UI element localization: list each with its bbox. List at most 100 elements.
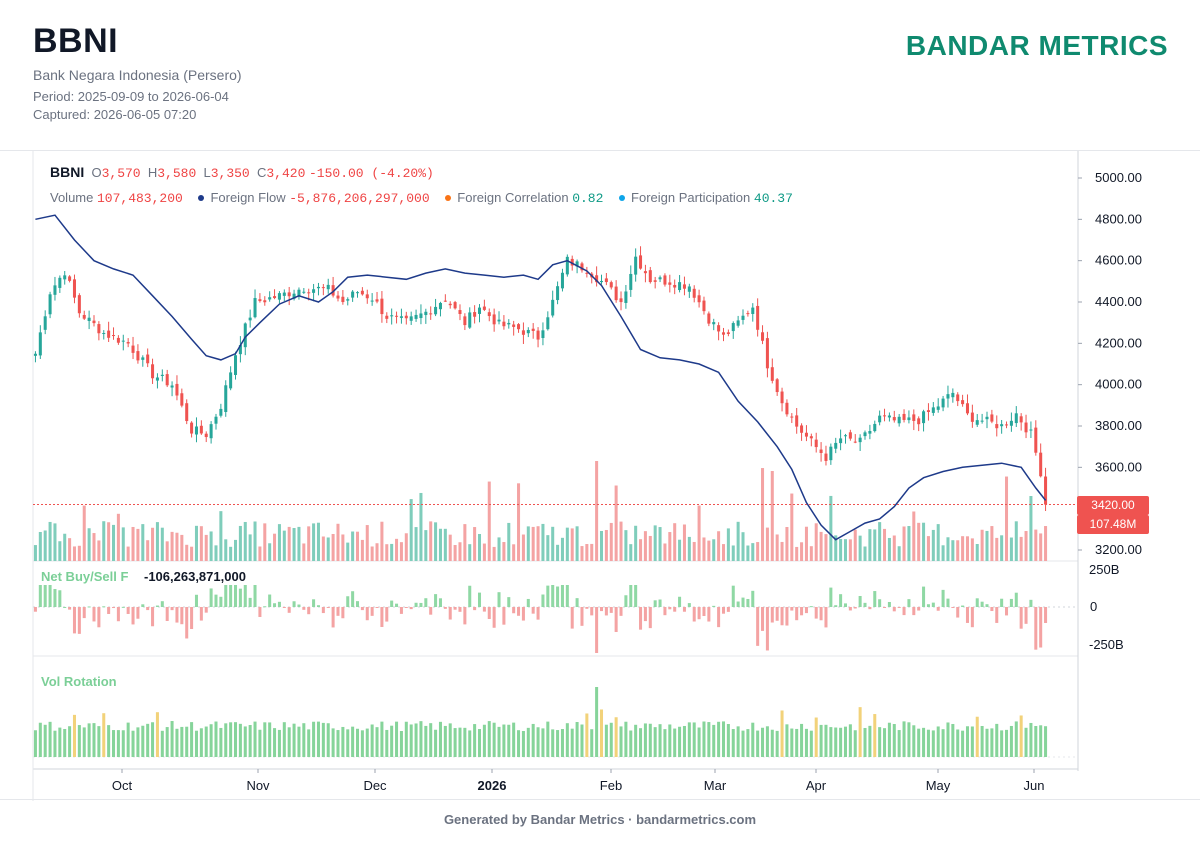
vol-rotation-bar: [585, 713, 589, 757]
candle-body: [624, 291, 628, 303]
vol-rotation-bar: [770, 729, 774, 757]
volume-bar: [512, 544, 516, 561]
volume-bar: [917, 522, 921, 561]
candle-body: [72, 279, 76, 298]
volume-bar: [526, 526, 530, 561]
vol-rotation-bar: [663, 729, 667, 757]
candle-body: [263, 300, 267, 303]
volume-bar: [751, 543, 755, 561]
net-buy-sell-bar: [268, 594, 272, 607]
candle-body: [307, 292, 311, 294]
net-buy-sell-bar: [858, 595, 862, 607]
candle-body: [258, 299, 262, 302]
vol-rotation-bar: [765, 726, 769, 757]
candle-body: [473, 312, 477, 317]
vol-rotation-bar: [756, 730, 760, 757]
net-buy-sell-bar: [556, 586, 560, 607]
volume-bar: [717, 531, 721, 561]
net-buy-sell-bar: [453, 607, 457, 610]
footer-credit: Generated by Bandar Metrics · bandarmetr…: [443, 812, 757, 827]
net-buy-sell-bar: [229, 585, 233, 607]
net-buy-sell-bar: [648, 607, 652, 629]
volume-bar: [380, 521, 384, 561]
candle-body: [126, 342, 130, 344]
vol-rotation-bar: [668, 724, 672, 757]
net-buy-sell-bar: [809, 606, 813, 608]
net-buy-sell-bar: [238, 588, 242, 607]
volume-bar: [858, 535, 862, 561]
net-buy-sell-bar: [360, 607, 364, 611]
vol-rotation-bar: [102, 713, 106, 757]
vol-rotation-bar: [609, 722, 613, 757]
candle-body: [121, 340, 125, 342]
vol-rotation-bar: [1009, 725, 1013, 757]
candle-body: [214, 416, 218, 424]
net-buy-sell-bar: [551, 585, 555, 607]
vol-rotation-bar: [746, 729, 750, 757]
net-buy-sell-bar: [43, 585, 47, 607]
net-buy-sell-bar: [116, 607, 120, 622]
volume-bar: [517, 483, 521, 561]
net-buy-sell-bar: [424, 598, 428, 607]
net-buy-sell-bar: [72, 607, 76, 634]
vol-rotation-bar: [868, 725, 872, 757]
vol-rotation-bar: [116, 730, 120, 757]
volume-bar: [868, 529, 872, 561]
net-buy-sell-bar: [312, 599, 316, 607]
vol-rotation-bar: [629, 730, 633, 757]
volume-bar: [556, 544, 560, 561]
candle-body: [975, 420, 979, 425]
volume-bar: [1039, 533, 1043, 561]
volume-bar: [814, 523, 818, 561]
candle-body: [907, 417, 911, 421]
volume-bar: [102, 521, 106, 561]
price-chart[interactable]: 5000.00 4800.00 4600.00 4400.00 4200.00 4000.…: [0, 151, 1200, 801]
time-axis-label: Mar: [704, 778, 727, 793]
candle-body: [380, 298, 384, 315]
grid-lines: [32, 151, 1078, 801]
candle-body: [302, 291, 306, 293]
candle-body: [92, 320, 96, 324]
vol-rotation-bar: [360, 730, 364, 757]
vol-rotation-bar: [316, 721, 320, 757]
chart-frame[interactable]: 5000.00 4800.00 4600.00 4400.00 4200.00 4000.…: [0, 150, 1200, 801]
volume-bar: [302, 543, 306, 561]
price-tick-label: 3600.00: [1095, 459, 1142, 474]
candle-body: [438, 302, 442, 310]
candle-body: [980, 420, 984, 422]
candle-body: [619, 298, 623, 303]
net-buy-sell-value: -106,263,871,000: [144, 569, 246, 584]
net-buy-sell-bar: [585, 607, 589, 609]
candle-body: [424, 311, 428, 316]
volume-bar: [575, 526, 579, 561]
volume-bar: [136, 528, 140, 561]
vol-rotation-bar: [487, 721, 491, 757]
candle-body: [107, 330, 111, 338]
vol-rotation-bar: [560, 729, 564, 757]
vol-rotation-bar: [658, 724, 662, 757]
volume-bar: [458, 542, 462, 561]
net-buy-sell-bar: [326, 607, 330, 608]
net-buy-sell-bar: [92, 607, 96, 622]
candle-body: [131, 345, 135, 353]
net-buy-sell-bar: [180, 607, 184, 625]
vol-rotation-bar: [307, 729, 311, 757]
vol-rotation-bar: [829, 727, 833, 757]
volume-bar: [1029, 496, 1033, 561]
vol-rotation-bar: [687, 722, 691, 757]
net-buy-sell-label: Net Buy/Sell F: [41, 569, 129, 584]
brand-logo: BANDAR METRICS: [905, 30, 1168, 61]
candle-body: [82, 314, 86, 319]
candle-body: [995, 424, 999, 429]
net-buy-sell-bar: [287, 607, 291, 613]
net-buy-sell-bar: [248, 597, 252, 607]
vol-rotation-bar: [839, 727, 843, 757]
net-buy-sell-bar: [1034, 607, 1038, 650]
candle-body: [804, 432, 808, 437]
vol-rotation-bar: [448, 723, 452, 757]
vol-rotation-bar: [814, 717, 818, 757]
net-buy-sell-bar: [604, 607, 608, 616]
net-buy-sell-bar: [331, 607, 335, 628]
volume-bar: [1005, 476, 1009, 561]
net-buy-sell-bar: [160, 601, 164, 607]
